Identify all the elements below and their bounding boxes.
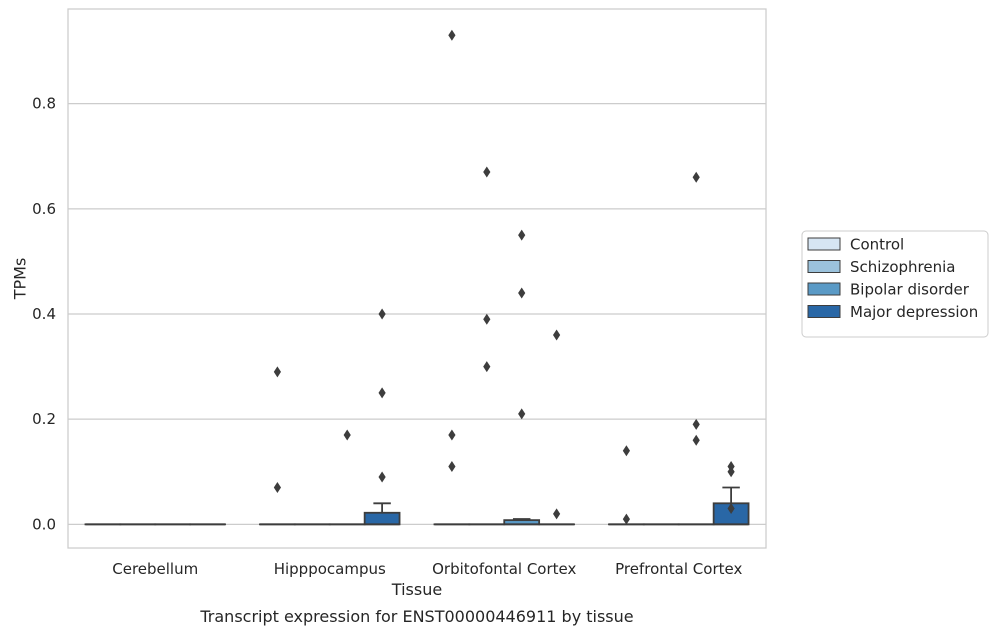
box-plot	[363, 502, 401, 526]
outlier-point	[518, 229, 526, 241]
y-tick-label: 0.2	[32, 410, 56, 428]
box-plot-box	[363, 511, 401, 526]
outlier-point	[518, 408, 526, 420]
outlier-point	[448, 429, 456, 441]
outlier-point	[448, 29, 456, 41]
outlier-point	[553, 508, 561, 520]
gridlines	[68, 103, 766, 525]
legend-label: Bipolar disorder	[850, 281, 970, 299]
outlier-point	[692, 434, 700, 446]
plot-frame	[67, 8, 767, 549]
outlier-point	[448, 460, 456, 472]
y-tick-label: 0.6	[32, 200, 56, 218]
outlier-point	[378, 308, 386, 320]
box-plot	[503, 518, 541, 526]
outlier-point	[343, 429, 351, 441]
outlier-point	[622, 513, 630, 525]
outlier-point	[483, 313, 491, 325]
x-tick-label: Hipppocampus	[274, 560, 386, 578]
x-tick-label: Prefrontal Cortex	[615, 560, 742, 578]
legend-swatch	[807, 305, 841, 318]
legend: Control Schizophrenia Bipolar disorder Majo…	[801, 230, 989, 338]
box-plot-layer	[84, 486, 750, 526]
y-tick-label: 0.4	[32, 305, 56, 323]
y-tick-label: 0.8	[32, 95, 56, 113]
outlier-point	[483, 361, 491, 373]
x-tick-labels: Cerebellum Hipppocampus Orbitofontal Corte…	[112, 560, 742, 578]
x-tick-label: Orbitofontal Cortex	[432, 560, 576, 578]
legend-label: Control	[850, 236, 904, 254]
x-axis-title: Tissue	[391, 580, 442, 599]
outlier-point	[727, 503, 735, 515]
y-tick-label: 0.0	[32, 515, 56, 533]
outlier-point	[692, 418, 700, 430]
outlier-point	[553, 329, 561, 341]
chart-caption: Transcript expression for ENST0000044691…	[199, 607, 633, 626]
legend-label: Schizophrenia	[850, 258, 955, 276]
legend-swatch	[807, 260, 841, 273]
outlier-point	[518, 287, 526, 299]
outlier-layer	[273, 29, 735, 525]
outlier-point	[273, 482, 281, 494]
outlier-point	[622, 445, 630, 457]
legend-swatch	[807, 237, 841, 251]
outlier-point	[273, 366, 281, 378]
outlier-point	[727, 466, 735, 478]
x-tick-label: Cerebellum	[112, 560, 198, 578]
legend-frame	[801, 230, 989, 338]
y-tick-labels: 0.0 0.2 0.4 0.6 0.8	[32, 95, 56, 534]
outlier-point	[692, 171, 700, 183]
outlier-point	[378, 387, 386, 399]
legend-swatch	[807, 282, 841, 296]
y-axis-title: TPMs	[11, 258, 30, 301]
outlier-point	[378, 471, 386, 483]
outlier-point	[483, 166, 491, 178]
legend-label: Major depression	[850, 303, 978, 321]
